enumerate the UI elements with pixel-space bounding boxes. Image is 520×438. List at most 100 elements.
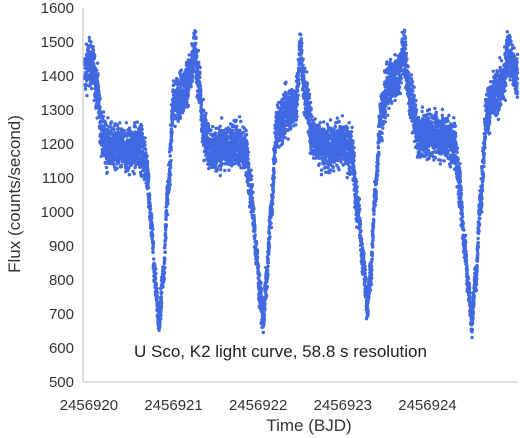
data-point — [191, 74, 195, 78]
data-point — [332, 169, 336, 173]
data-point — [246, 150, 251, 154]
data-point — [199, 103, 204, 107]
data-point — [227, 168, 231, 172]
data-point — [263, 308, 267, 312]
data-point — [170, 119, 175, 123]
data-point — [198, 65, 202, 70]
data-point — [331, 165, 335, 169]
data-point — [149, 213, 154, 217]
data-point — [163, 256, 167, 260]
data-point — [250, 196, 255, 200]
data-point — [95, 116, 99, 120]
data-point — [165, 213, 170, 217]
data-point — [223, 168, 227, 173]
data-point — [175, 105, 179, 109]
data-point — [272, 176, 276, 180]
data-point — [109, 131, 113, 135]
data-point — [166, 201, 170, 206]
data-point — [193, 30, 198, 34]
data-point — [296, 88, 300, 93]
data-point — [345, 126, 350, 130]
data-point — [244, 128, 248, 133]
data-point — [252, 218, 256, 222]
data-point — [230, 156, 234, 160]
data-point — [206, 123, 211, 128]
data-point — [147, 177, 151, 182]
data-point — [362, 251, 366, 256]
data-point — [370, 276, 374, 280]
data-point — [103, 120, 108, 125]
data-point — [252, 215, 256, 220]
data-point — [286, 137, 290, 141]
data-point — [322, 120, 326, 124]
data-point — [300, 48, 304, 52]
data-point — [95, 68, 99, 72]
data-point — [155, 297, 159, 301]
data-point — [355, 190, 359, 194]
data-point — [121, 137, 125, 141]
data-point — [245, 146, 250, 151]
data-point — [209, 128, 213, 132]
data-point — [259, 281, 263, 285]
data-point — [325, 122, 329, 126]
data-point — [186, 103, 191, 108]
data-point — [146, 169, 150, 174]
data-point — [246, 165, 251, 169]
data-point — [337, 168, 341, 172]
data-point — [363, 264, 367, 268]
data-point — [91, 48, 96, 52]
data-point — [168, 182, 172, 186]
data-point — [295, 115, 299, 119]
data-point — [185, 96, 190, 101]
data-point — [307, 96, 311, 100]
data-point — [172, 83, 176, 87]
data-point — [317, 162, 321, 166]
data-point — [364, 276, 368, 280]
data-point — [265, 284, 270, 289]
data-point — [163, 243, 167, 247]
data-point — [310, 115, 314, 119]
data-point — [178, 116, 183, 120]
data-point — [268, 235, 272, 239]
data-point — [151, 250, 155, 255]
data-point — [101, 114, 106, 119]
data-point — [309, 108, 313, 112]
data-point — [169, 173, 173, 177]
data-point — [154, 267, 158, 271]
data-point — [294, 118, 298, 122]
data-point — [194, 41, 198, 46]
data-point — [200, 112, 204, 117]
data-point — [301, 57, 305, 61]
data-point — [347, 121, 351, 125]
data-point — [246, 157, 250, 161]
data-point — [260, 295, 264, 299]
data-point — [220, 116, 224, 120]
data-point — [140, 131, 144, 136]
data-point — [219, 167, 223, 172]
data-point — [161, 285, 165, 289]
data-point — [155, 286, 159, 291]
data-point — [345, 175, 349, 180]
data-point — [179, 85, 183, 89]
data-point — [270, 198, 275, 202]
data-point — [169, 148, 173, 152]
data-point — [168, 170, 172, 174]
data-point — [169, 136, 174, 140]
data-point — [148, 207, 153, 211]
data-point — [262, 322, 266, 327]
data-point — [199, 88, 203, 93]
data-point — [207, 166, 211, 171]
data-point — [164, 217, 168, 222]
data-point — [150, 215, 154, 220]
data-point — [244, 132, 249, 137]
data-point — [162, 246, 167, 250]
data-point — [252, 206, 256, 211]
data-point — [329, 168, 333, 172]
data-point — [319, 172, 324, 177]
data-point — [253, 229, 257, 233]
data-point — [143, 136, 147, 140]
data-point — [202, 109, 206, 113]
data-point — [194, 36, 198, 41]
data-point — [144, 147, 148, 151]
